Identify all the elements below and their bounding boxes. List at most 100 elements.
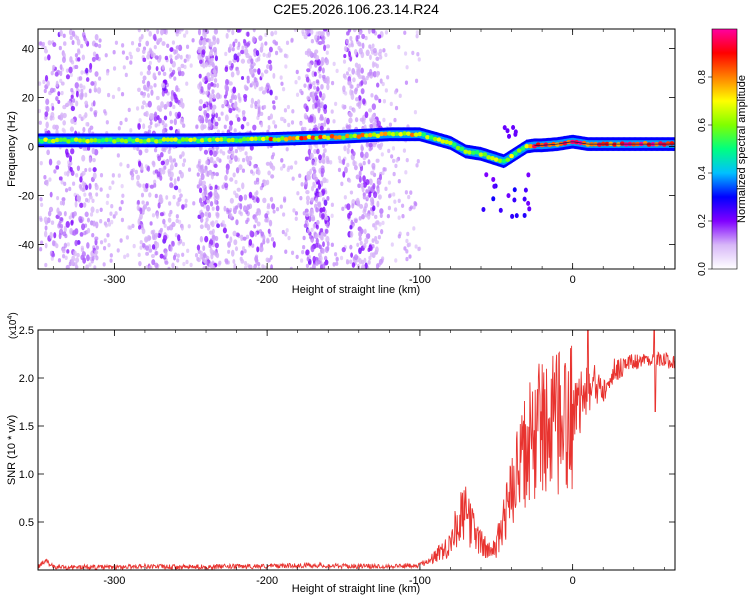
- spectrogram-cell: [100, 138, 106, 143]
- spectrogram-cell: [236, 187, 241, 192]
- spectrogram-cell: [234, 179, 238, 185]
- spectrogram-cell: [174, 96, 179, 104]
- spectrogram-cell: [145, 182, 149, 189]
- spectrogram-cell: [106, 218, 111, 223]
- spectrogram-cell: [211, 137, 217, 142]
- spectrogram-cell: [64, 255, 68, 260]
- spectrogram-cell: [371, 103, 376, 111]
- spectrogram-cell: [166, 101, 170, 107]
- spectrogram-cell: [293, 29, 298, 33]
- spectrogram-cell: [201, 195, 206, 202]
- spectrogram-cell: [138, 260, 142, 267]
- spectrogram-cell: [38, 108, 42, 114]
- spectrogram-cell: [281, 116, 285, 122]
- spectrogram-cell: [348, 105, 353, 111]
- spectrogram-cell: [325, 135, 331, 141]
- spectrogram-cell: [85, 67, 89, 74]
- spectrogram-cell: [376, 82, 380, 88]
- spectrogram-cell: [512, 187, 517, 193]
- spectrogram-cell: [361, 33, 366, 40]
- spectrogram-cell: [169, 176, 173, 181]
- spectrogram-cell: [44, 111, 49, 117]
- spectrogram-cell: [300, 258, 304, 263]
- spectrogram-cell: [516, 148, 522, 153]
- spectrogram-cell: [79, 232, 84, 237]
- spectrogram-cell: [339, 255, 344, 261]
- spectrogram-cell: [149, 112, 153, 120]
- spectrogram-cell: [323, 255, 328, 261]
- spectrogram-cell: [142, 183, 146, 189]
- spectrogram-cell: [176, 200, 180, 207]
- spectrogram-cell: [104, 223, 108, 228]
- spectrogram-cell: [200, 123, 205, 131]
- spectrogram-cell: [295, 254, 299, 260]
- spectrogram-cell: [227, 48, 231, 53]
- spectrogram-cell: [352, 133, 358, 138]
- spectrogram-cell: [332, 262, 336, 267]
- snr-series-line: [38, 330, 675, 570]
- spectrogram-cell: [326, 159, 330, 165]
- spectrogram-cell: [154, 111, 158, 118]
- colorbar-tick-label: 0.8: [697, 70, 708, 84]
- spectrogram-cell: [371, 238, 375, 243]
- spectrogram-cell: [207, 212, 212, 219]
- spectrogram-cell: [520, 146, 526, 151]
- spectrogram-cell: [405, 256, 409, 262]
- spectrogram-cell: [409, 205, 413, 210]
- spectrogram-cell: [173, 49, 177, 55]
- spectrogram-cell: [375, 96, 379, 101]
- spectrogram-cell: [141, 100, 147, 106]
- spectrogram-cell: [70, 258, 75, 266]
- spectrogram-cell: [271, 100, 276, 105]
- spectrogram-cell: [325, 155, 330, 162]
- spectrogram-cell: [146, 165, 151, 172]
- spectrogram-cell: [243, 96, 247, 102]
- spectrogram-cell: [302, 235, 306, 241]
- spectrogram-cell: [55, 80, 59, 88]
- spectrogram-cell: [303, 34, 308, 40]
- spectrogram-cell: [383, 131, 388, 137]
- spectrogram-cell: [323, 148, 327, 153]
- spectrogram-cell: [110, 219, 114, 225]
- spectrogram-cell: [148, 192, 152, 198]
- spectrogram-cell: [318, 134, 324, 140]
- spectrogram-cell: [369, 68, 373, 76]
- y-tick-label: 1.0: [19, 469, 34, 481]
- spectrogram-cell: [421, 132, 427, 137]
- spectrogram-cell: [70, 220, 74, 226]
- spectrogram-cell: [305, 174, 310, 181]
- spectrogram-cell: [154, 123, 158, 128]
- spectrogram-cell: [85, 139, 91, 144]
- spectrogram-cell: [316, 202, 322, 208]
- spectrogram-cell: [358, 95, 362, 101]
- spectrogram-cell: [360, 228, 364, 235]
- spectrogram-cell: [346, 162, 350, 168]
- spectrogram-cell: [181, 151, 185, 157]
- spectrogram-cell: [180, 102, 185, 109]
- spectrogram-cell: [57, 91, 61, 97]
- spectrogram-cell: [241, 246, 246, 251]
- spectrogram-cell: [237, 29, 242, 33]
- spectrogram-cell: [287, 122, 291, 128]
- spectrogram-cell: [88, 262, 92, 267]
- spectrogram-cell: [354, 117, 359, 123]
- spectrogram-cell: [169, 126, 173, 131]
- spectrogram-cell: [384, 52, 388, 58]
- spectrogram-cell: [270, 30, 274, 37]
- spectrogram-cell: [212, 124, 216, 130]
- spectrogram-cell: [305, 190, 310, 195]
- spectrogram-cell: [326, 30, 330, 37]
- spectrogram-cell: [482, 152, 488, 157]
- spectrogram-cell: [173, 185, 179, 191]
- spectrogram-cell: [233, 128, 237, 133]
- spectrogram-cell: [373, 191, 378, 199]
- spectrogram-cell: [291, 136, 297, 141]
- spectrogram-cell: [212, 250, 218, 256]
- spectrogram-cell: [403, 51, 408, 56]
- spectrogram-cell: [216, 223, 220, 229]
- spectrogram-cell: [171, 40, 176, 45]
- spectrogram-cell: [126, 253, 130, 258]
- spectrogram-cell: [310, 39, 314, 44]
- spectrogram-cell: [256, 246, 260, 253]
- spectrogram-cell: [210, 252, 214, 260]
